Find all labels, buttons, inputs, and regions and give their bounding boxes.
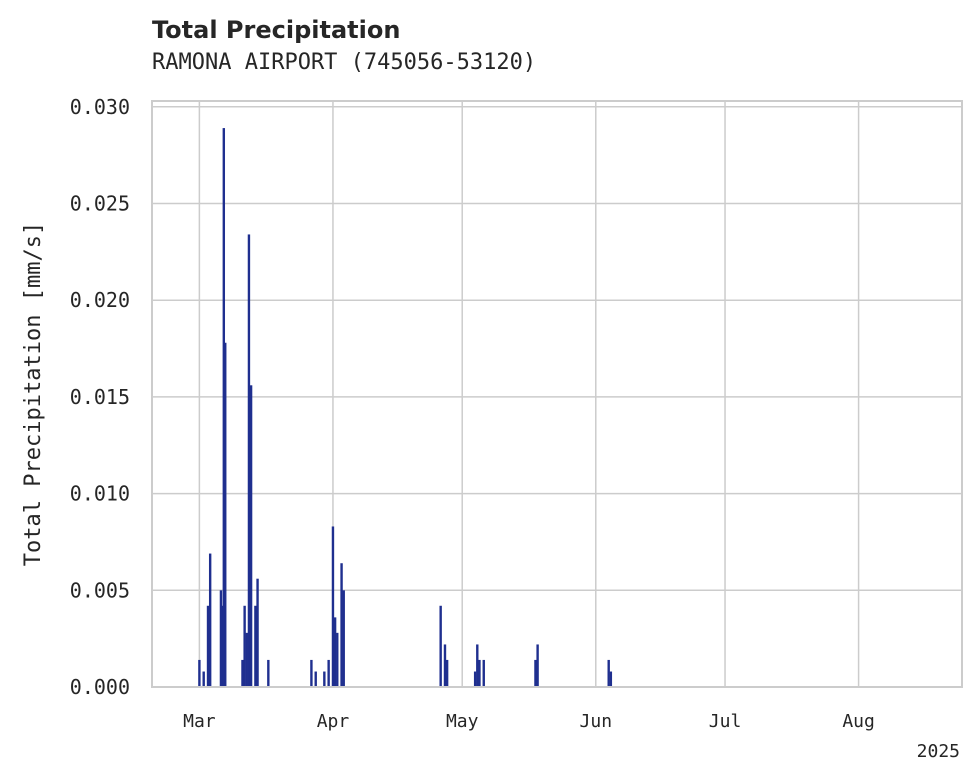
x-tick-label: Jun — [580, 711, 613, 732]
precip-bar — [336, 632, 339, 687]
precip-bar — [241, 659, 244, 687]
precip-bar — [536, 644, 539, 687]
precip-bar — [607, 659, 610, 687]
y-axis-ticks: 0.000 0.005 0.010 0.015 0.020 0.025 0.030 — [70, 95, 130, 699]
precip-bar — [198, 659, 201, 687]
x-tick-label: Mar — [183, 711, 216, 732]
grid-lines — [152, 101, 962, 688]
x-axis-year-label: 2025 — [917, 741, 960, 762]
precip-bar — [314, 671, 317, 687]
precip-bar — [331, 526, 335, 687]
y-tick-label: 0.010 — [70, 482, 130, 506]
precip-bar — [206, 605, 210, 687]
precip-bar — [310, 659, 313, 687]
precip-bar — [243, 605, 246, 687]
y-tick-label: 0.000 — [70, 675, 130, 699]
precip-bar — [333, 617, 337, 687]
plot-frame — [151, 100, 963, 688]
precip-bar — [340, 563, 343, 687]
precip-bar — [443, 644, 447, 687]
precip-bar — [249, 385, 253, 687]
x-axis-ticks: Mar Apr May Jun Jul Aug — [183, 711, 875, 732]
precip-bar — [473, 671, 477, 687]
precip-bar — [222, 128, 226, 687]
x-tick-label: Aug — [842, 711, 875, 732]
precip-bar — [327, 659, 330, 687]
precip-bar — [221, 605, 224, 687]
precip-bar — [445, 659, 449, 687]
precip-bar — [476, 644, 479, 687]
precip-bar — [609, 671, 613, 687]
precip-bar — [267, 659, 270, 687]
x-tick-label: May — [446, 711, 479, 732]
precip-bar — [439, 605, 442, 687]
y-tick-label: 0.025 — [70, 192, 130, 216]
precip-bar — [202, 671, 205, 687]
precip-bar — [534, 659, 537, 687]
precip-bar — [219, 590, 223, 687]
precip-bar — [245, 632, 248, 687]
y-tick-label: 0.005 — [70, 578, 130, 602]
y-tick-label: 0.015 — [70, 385, 130, 409]
chart-subtitle: RAMONA AIRPORT (745056-53120) — [152, 50, 537, 75]
precip-bar — [323, 671, 326, 687]
precip-bar — [208, 553, 212, 687]
bar-series — [198, 128, 613, 687]
precip-bar — [247, 234, 251, 687]
y-tick-label: 0.020 — [70, 288, 130, 312]
x-tick-label: Jul — [709, 711, 742, 732]
precip-bar — [342, 590, 345, 687]
y-tick-label: 0.030 — [70, 95, 130, 119]
precip-bar — [482, 659, 485, 687]
precip-bar — [224, 342, 227, 687]
chart-title: Total Precipitation — [152, 16, 401, 44]
y-axis-label: Total Precipitation [mm/s] — [21, 222, 46, 566]
precip-bar — [478, 659, 481, 687]
precip-bar — [254, 605, 257, 687]
precip-bar — [256, 578, 259, 687]
x-tick-label: Apr — [317, 711, 350, 732]
